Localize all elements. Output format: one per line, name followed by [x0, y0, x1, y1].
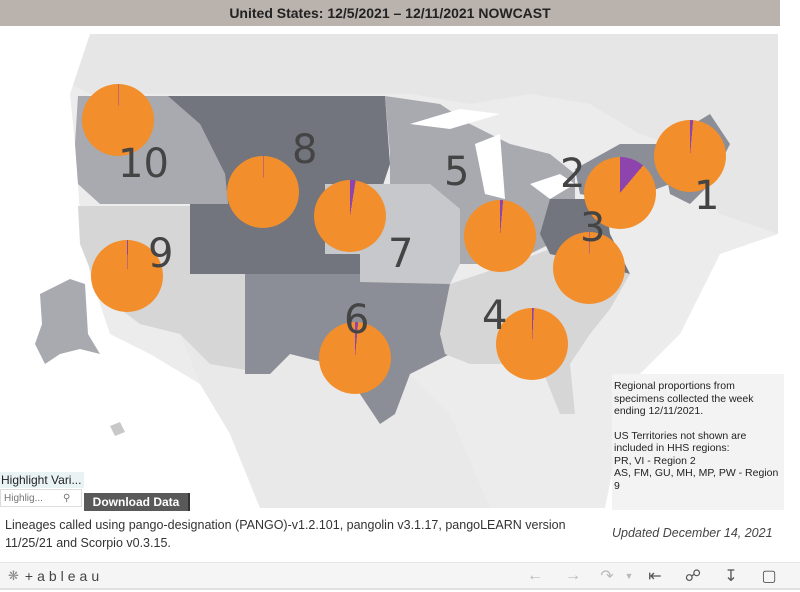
- download-icon[interactable]: ↧: [724, 567, 738, 585]
- pie-region-1[interactable]: [654, 120, 726, 192]
- us-map[interactable]: 10 8 7 9 6 5 4 2 3 1: [30, 34, 778, 508]
- note-region-9: AS, FM, GU, MH, MP, PW - Region 9: [614, 467, 779, 492]
- highlight-variant-search[interactable]: ⚲: [0, 489, 82, 507]
- region-label-10: 10: [118, 141, 169, 187]
- lineage-footnote: Lineages called using pango-designation …: [5, 518, 566, 550]
- region-label-9: 9: [148, 231, 174, 277]
- notes-box: Regional proportions from specimens coll…: [612, 374, 784, 510]
- highlight-variant-label: Highlight Vari...: [0, 472, 84, 488]
- tableau-wordmark: +ableau: [24, 567, 104, 584]
- pie-region-7[interactable]: [314, 180, 386, 252]
- revert-icon[interactable]: ↷: [600, 567, 614, 585]
- search-icon[interactable]: ⚲: [63, 492, 71, 504]
- tableau-toolbar: ❋ +ableau ← → ↷ ▼ ⇤ ☍ ↧ ▢: [0, 562, 800, 590]
- highlight-input[interactable]: [1, 492, 63, 504]
- download-data-button[interactable]: Download Data: [84, 493, 190, 511]
- region-label-3: 3: [580, 205, 606, 251]
- region-label-2: 2: [560, 151, 586, 197]
- pie-region-3[interactable]: [553, 232, 625, 304]
- region-label-4: 4: [482, 293, 508, 339]
- updated-date: Updated December 14, 2021: [612, 526, 773, 540]
- region-label-6: 6: [344, 297, 370, 343]
- tableau-logo[interactable]: ❋ +ableau: [8, 568, 103, 584]
- share-icon[interactable]: ☍: [684, 567, 702, 585]
- fullscreen-icon[interactable]: ▢: [761, 567, 777, 585]
- title-bar: United States: 12/5/2021 – 12/11/2021 NO…: [0, 0, 780, 26]
- region-label-8: 8: [292, 127, 318, 173]
- pie-region-6[interactable]: [319, 322, 391, 394]
- pie-region-5[interactable]: [464, 200, 536, 272]
- tableau-mark-icon: ❋: [8, 567, 19, 583]
- page-title: United States: 12/5/2021 – 12/11/2021 NO…: [229, 5, 551, 21]
- pie-region-2[interactable]: [584, 157, 656, 229]
- note-proportions: Regional proportions from specimens coll…: [614, 380, 754, 417]
- pie-region-4[interactable]: [496, 308, 568, 380]
- redo-icon[interactable]: →: [565, 566, 581, 584]
- pie-region-10[interactable]: [82, 84, 154, 156]
- region-label-1: 1: [694, 173, 720, 219]
- dropdown-icon[interactable]: ▼: [624, 570, 634, 581]
- note-territories: US Territories not shown are included in…: [614, 429, 747, 455]
- pie-region-8[interactable]: [227, 156, 299, 228]
- region-label-5: 5: [444, 149, 470, 195]
- undo-icon[interactable]: ←: [527, 566, 543, 584]
- region-label-7: 7: [388, 231, 414, 277]
- reset-icon[interactable]: ⇤: [648, 567, 662, 585]
- note-region-2: PR, VI - Region 2: [614, 454, 696, 467]
- pie-region-9[interactable]: [91, 240, 163, 312]
